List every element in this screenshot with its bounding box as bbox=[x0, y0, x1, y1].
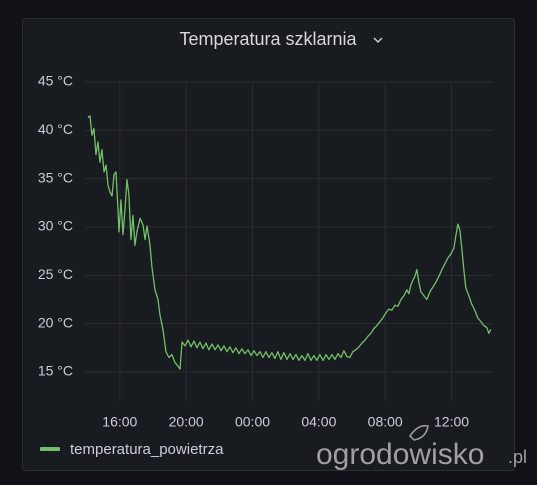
x-tick-label: 20:00 bbox=[169, 414, 204, 430]
legend-label[interactable]: temperatura_powietrza bbox=[70, 441, 224, 458]
series-line bbox=[87, 115, 492, 370]
x-tick-label: 16:00 bbox=[102, 414, 137, 430]
y-tick-label: 20 °C bbox=[38, 314, 73, 330]
legend-swatch[interactable] bbox=[40, 447, 60, 451]
watermark-name: ogrodowisko bbox=[316, 438, 484, 471]
watermark-leaf bbox=[409, 424, 429, 441]
watermark-domain: .pl bbox=[508, 447, 527, 467]
y-tick-label: 25 °C bbox=[38, 266, 73, 282]
x-tick-label: 04:00 bbox=[301, 414, 336, 430]
y-tick-label: 40 °C bbox=[38, 121, 73, 137]
y-tick-label: 15 °C bbox=[38, 363, 73, 379]
y-tick-label: 45 °C bbox=[38, 73, 73, 89]
title-menu-chevron[interactable] bbox=[373, 37, 383, 44]
plot-area: 15 °C 20 °C 25 °C 30 °C 35 °C 40 °C 45 °C 16:00… bbox=[38, 73, 493, 430]
panel-title[interactable]: Temperatura szklarnia bbox=[179, 29, 357, 49]
panel bbox=[22, 18, 515, 471]
y-tick-label: 35 °C bbox=[38, 169, 73, 185]
x-tick-label: 12:00 bbox=[434, 414, 469, 430]
x-tick-label: 08:00 bbox=[368, 414, 403, 430]
watermark: ogrodowisko .pl bbox=[316, 424, 527, 471]
x-tick-label: 00:00 bbox=[235, 414, 270, 430]
y-tick-label: 30 °C bbox=[38, 218, 73, 234]
